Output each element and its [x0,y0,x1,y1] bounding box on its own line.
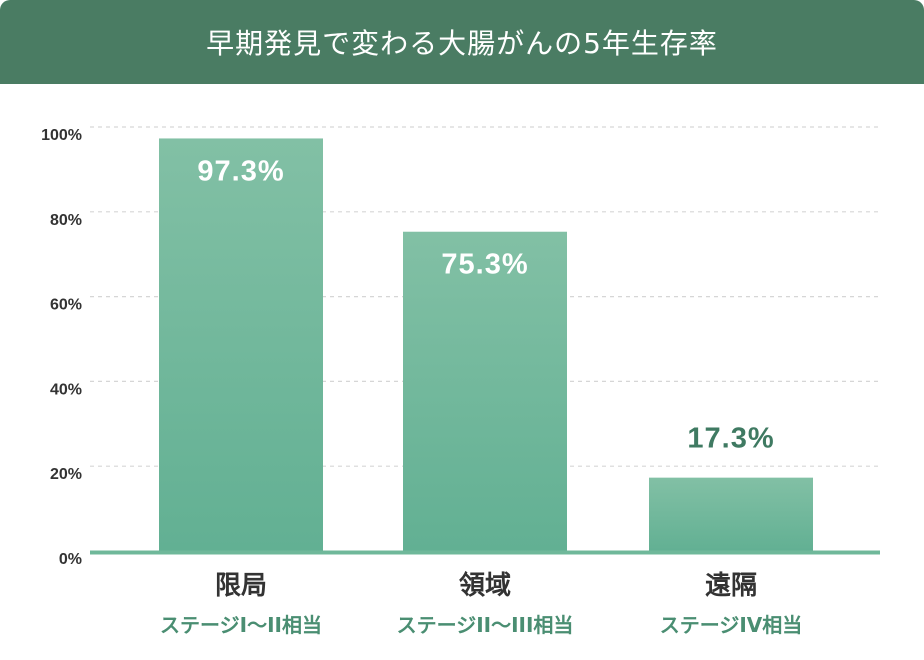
data-label: 17.3% [687,423,774,455]
bar [649,477,813,551]
data-label: 97.3% [197,155,284,187]
bar [403,231,567,551]
y-tick-label: 100% [41,127,82,144]
bar [159,138,323,551]
chart-title: 早期発見で変わる大腸がんの5年生存率 [206,27,718,60]
y-tick-label: 0% [59,551,82,568]
y-tick-label: 80% [50,212,82,229]
x-category-sublabel: ステージIV相当 [660,613,803,637]
x-category-sublabel: ステージII〜III相当 [397,613,574,637]
x-category-label: 限局 [215,571,267,601]
y-tick-label: 40% [50,381,82,398]
data-label: 75.3% [441,249,528,281]
x-category-label: 領域 [459,570,511,601]
chart-header: 早期発見で変わる大腸がんの5年生存率 [0,0,924,84]
y-tick-label: 20% [50,466,82,483]
x-category-sublabel: ステージI〜II相当 [160,613,322,637]
x-category-label: 遠隔 [705,571,757,601]
y-tick-label: 60% [50,297,82,314]
